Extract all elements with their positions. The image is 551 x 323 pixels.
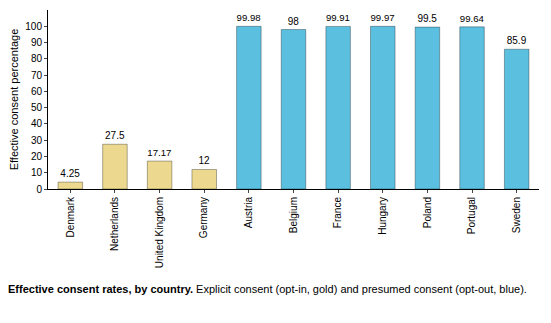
svg-text:0: 0 [36, 184, 42, 195]
svg-text:20: 20 [31, 151, 43, 162]
svg-text:99.91: 99.91 [326, 12, 350, 23]
svg-text:99.64: 99.64 [460, 13, 485, 24]
svg-text:12: 12 [198, 155, 210, 166]
svg-text:85.9: 85.9 [507, 35, 527, 46]
svg-text:Effective consent percentage: Effective consent percentage [8, 29, 20, 171]
svg-text:99.98: 99.98 [237, 12, 261, 23]
svg-text:98: 98 [288, 16, 300, 27]
svg-text:70: 70 [31, 70, 43, 81]
svg-text:50: 50 [31, 102, 43, 113]
svg-text:Austria: Austria [243, 197, 254, 229]
svg-text:Portugal: Portugal [466, 197, 477, 234]
svg-text:Hungary: Hungary [377, 197, 388, 235]
svg-text:60: 60 [31, 86, 43, 97]
svg-text:10: 10 [31, 167, 43, 178]
svg-text:Sweden: Sweden [511, 197, 522, 233]
svg-text:30: 30 [31, 135, 43, 146]
svg-text:Poland: Poland [422, 197, 433, 228]
svg-text:4.25: 4.25 [60, 168, 80, 179]
html-text:Effective consent rates, by co: Effective consent rates, by country. Exp… [8, 283, 527, 295]
svg-text:99.97: 99.97 [371, 12, 395, 23]
svg-text:Denmark: Denmark [65, 196, 76, 238]
svg-text:United Kingdom: United Kingdom [154, 197, 165, 268]
svg-text:40: 40 [31, 118, 43, 129]
svg-text:17.17: 17.17 [147, 147, 171, 158]
svg-text:27.5: 27.5 [105, 130, 125, 141]
svg-text:100: 100 [25, 21, 42, 32]
svg-text:80: 80 [31, 53, 43, 64]
svg-text:Belgium: Belgium [288, 197, 299, 233]
svg-text:99.5: 99.5 [417, 13, 437, 24]
svg-text:Germany: Germany [198, 197, 209, 238]
svg-text:France: France [332, 197, 343, 229]
svg-text:90: 90 [31, 37, 43, 48]
svg-text:Netherlands: Netherlands [109, 197, 120, 251]
